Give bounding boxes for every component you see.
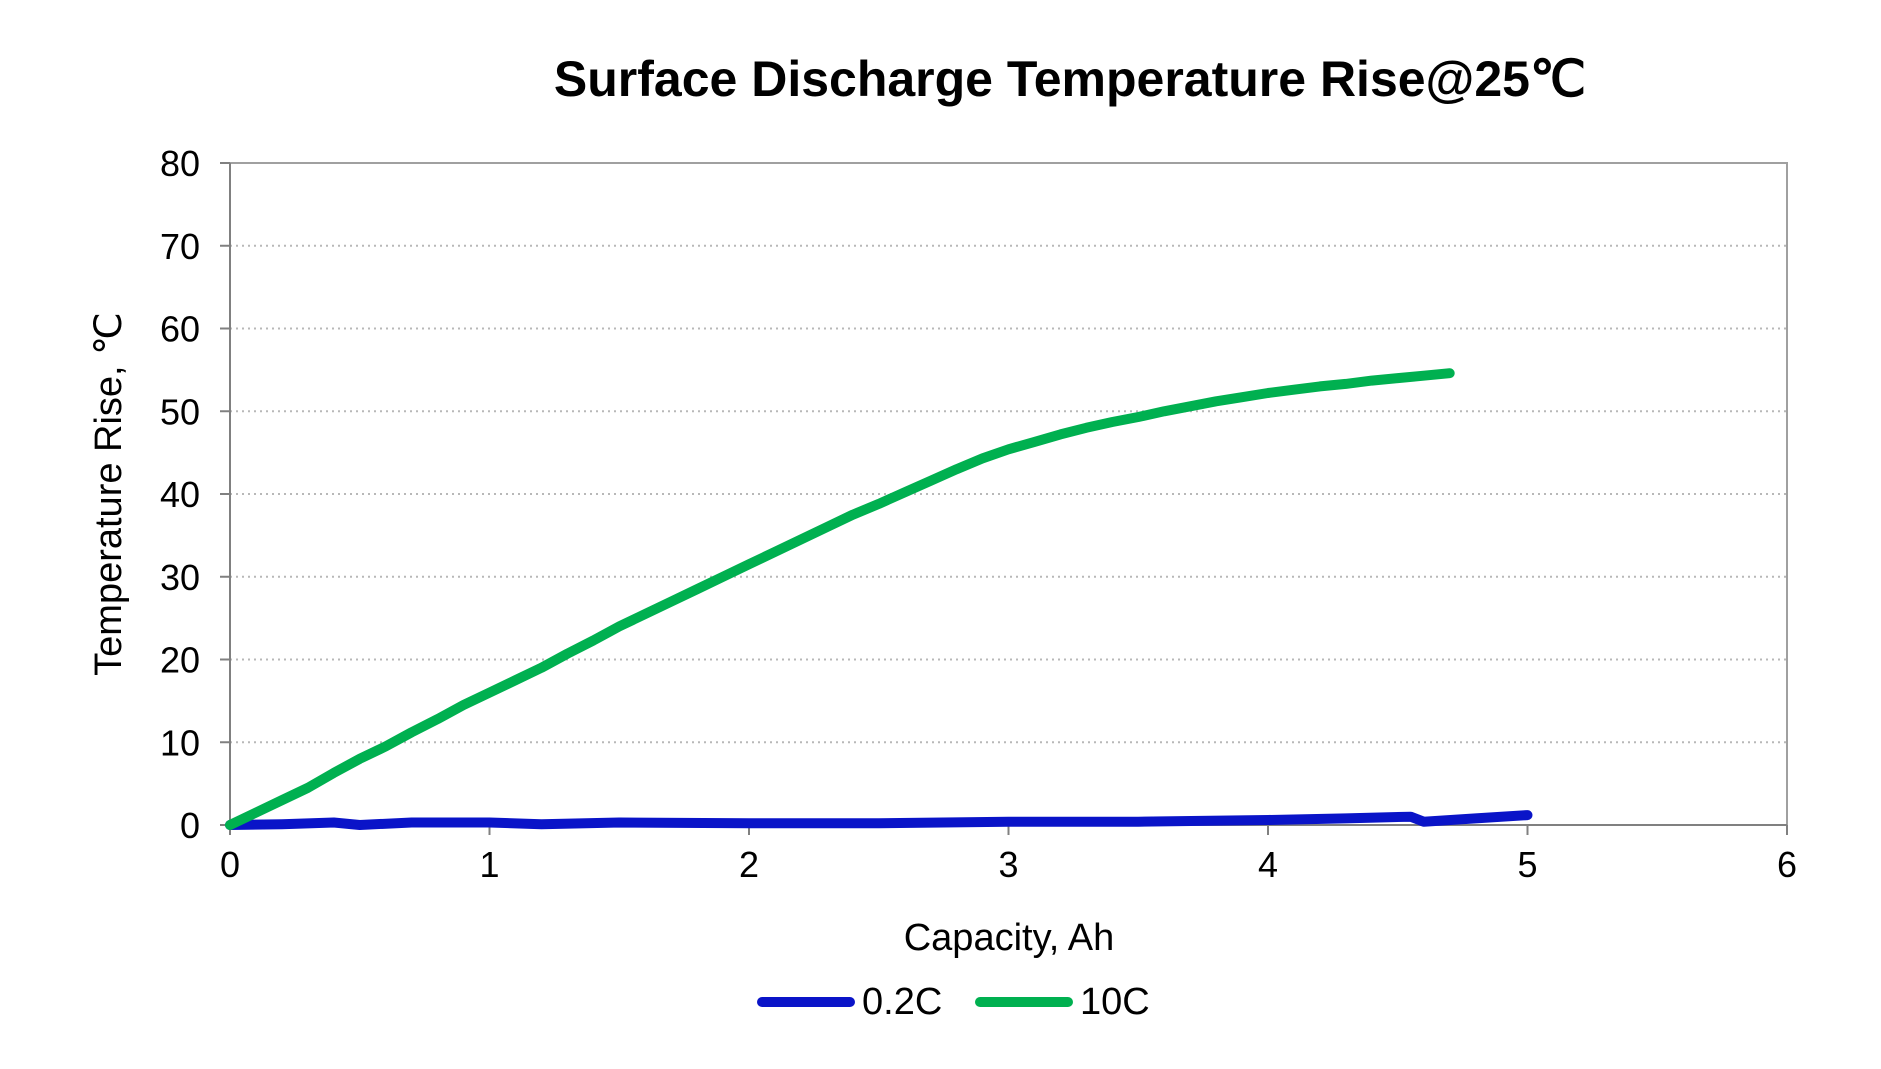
y-tick-label-7: 70 (160, 226, 200, 267)
y-tick-label-5: 50 (160, 391, 200, 432)
legend-label-10C: 10C (1080, 981, 1150, 1023)
plot-frame (229, 162, 1788, 826)
legend-label-02C: 0.2C (862, 981, 942, 1023)
y-tick-label-3: 30 (160, 557, 200, 598)
x-tick-label-3: 3 (998, 844, 1018, 885)
y-axis-title: Temperature Rise, ℃ (88, 312, 130, 676)
series-line-10C (225, 368, 1455, 830)
x-tick-label-5: 5 (1517, 844, 1537, 885)
x-tick-label-4: 4 (1258, 844, 1278, 885)
x-tick-label-1: 1 (479, 844, 499, 885)
y-tick-label-1: 10 (160, 722, 200, 763)
series-line-02C (225, 810, 1533, 830)
x-tick-label-2: 2 (739, 844, 759, 885)
y-tick-label-4: 40 (160, 474, 200, 515)
x-tick-label-6: 6 (1777, 844, 1797, 885)
y-tick-label-2: 20 (160, 640, 200, 681)
series-layer (225, 368, 1533, 830)
axis-layer: 0 10 20 30 40 50 60 70 80 0 1 2 3 4 5 6 (160, 143, 1797, 885)
y-tick-label-8: 80 (160, 143, 200, 184)
chart-title: Surface Discharge Temperature Rise@25℃ (554, 51, 1586, 107)
y-tick-label-6: 60 (160, 309, 200, 350)
y-tick-label-0: 0 (180, 805, 200, 846)
legend: 0.2C 10C (757, 981, 1150, 1023)
x-tick-label-0: 0 (220, 844, 240, 885)
x-axis-title: Capacity, Ah (904, 917, 1115, 959)
